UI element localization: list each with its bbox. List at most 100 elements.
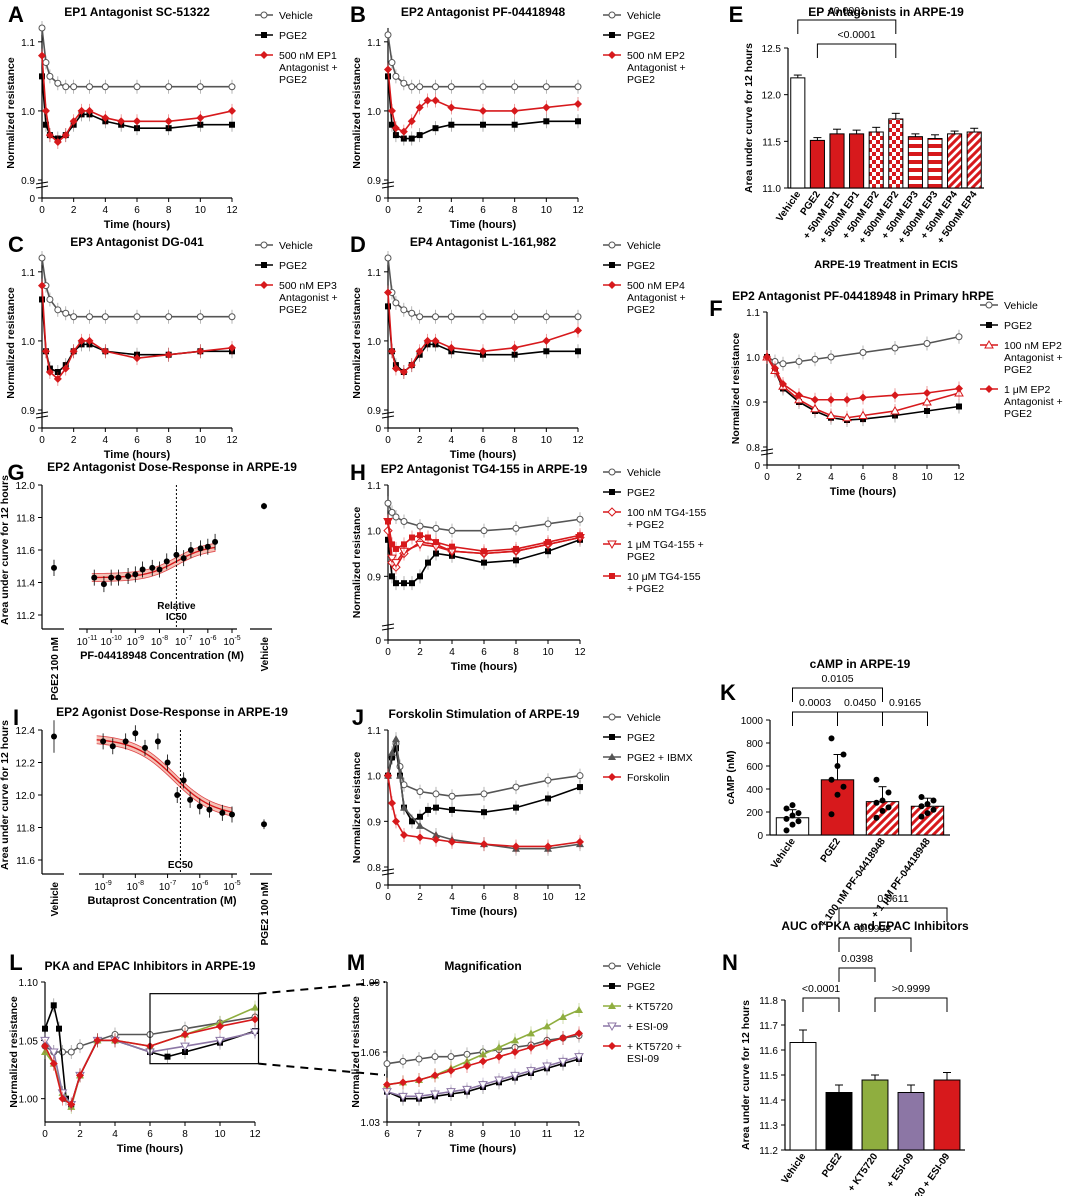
x-tick-label: 0 (385, 892, 391, 903)
data-point (100, 738, 107, 745)
marker (513, 804, 519, 811)
marker (608, 468, 616, 476)
legend-entry: 100 nM EP2 (1004, 340, 1062, 352)
marker (388, 508, 396, 516)
panel-letter-m: M (347, 950, 365, 975)
marker (86, 313, 93, 321)
data-point (795, 818, 802, 825)
series-line (41, 27, 232, 88)
x-tick-label: 6 (384, 1129, 390, 1140)
marker (392, 513, 400, 521)
marker (387, 106, 396, 115)
chart-title: EP2 Antagonist PF-04418948 in Primary hR… (732, 289, 994, 303)
marker (495, 1043, 503, 1051)
marker (415, 103, 424, 112)
marker (53, 374, 62, 383)
marker (385, 518, 391, 525)
marker (432, 790, 440, 798)
data-point (828, 811, 835, 818)
marker (607, 540, 617, 550)
marker (111, 1036, 119, 1045)
p-value: 0.0105 (821, 673, 853, 685)
x-axis-label: ARPE-19 Treatment in ECIS (814, 259, 958, 271)
legend-entry: Vehicle (279, 240, 313, 252)
marker (577, 784, 583, 791)
marker (400, 306, 408, 314)
p-value: 0.0003 (799, 697, 831, 709)
marker (408, 309, 416, 317)
data-point (924, 800, 931, 807)
axis-break (760, 448, 774, 452)
legend-entry: PGE2 (1004, 364, 1032, 376)
legend-entry: Antagonist + (279, 292, 338, 304)
y-axis-label: cAMP (nM) (725, 750, 737, 804)
data-point (873, 776, 880, 783)
y-tick-label: 0.9 (21, 406, 35, 417)
y-tick-label: 1.0 (21, 337, 35, 348)
connector-line (258, 981, 386, 995)
y-axis-label: Normalized resistance (351, 507, 363, 619)
data-point (91, 574, 98, 581)
legend-entry: 500 nM EP3 (279, 280, 337, 292)
marker (480, 790, 488, 798)
marker (70, 313, 78, 321)
x-axis-label: Time (hours) (451, 661, 518, 673)
x-tick-label: 10-8 (151, 635, 168, 648)
x-axis-label: Time (hours) (450, 1143, 517, 1155)
data-point (918, 794, 925, 801)
marker (811, 355, 819, 363)
axis-break (35, 185, 49, 189)
side-point (261, 503, 267, 510)
marker (447, 313, 455, 321)
bar (829, 133, 845, 189)
marker (479, 347, 487, 356)
y-tick-label: 11.2 (759, 1146, 778, 1157)
marker (196, 113, 205, 122)
marker (449, 806, 455, 813)
significance-bracket (837, 711, 883, 726)
category-label: + ESI-09 (885, 1151, 917, 1190)
legend-entry: PGE2 (279, 30, 307, 42)
x-tick-label: 12 (572, 435, 584, 446)
axis-break (381, 623, 395, 627)
x-tick-label: 10-6 (199, 635, 216, 648)
x-tick-label: 10-5 (223, 880, 240, 893)
marker (383, 1080, 391, 1089)
data-point (156, 566, 163, 573)
y-tick-label: 12.4 (16, 726, 36, 737)
marker (54, 306, 62, 314)
marker (399, 1057, 407, 1065)
marker (481, 559, 487, 566)
marker (384, 499, 392, 507)
series--kt5720-esi-09 (41, 1012, 259, 1112)
marker (101, 83, 109, 91)
marker (512, 783, 520, 791)
data-point (173, 551, 180, 558)
series-vehicle (38, 21, 236, 94)
marker (574, 1053, 584, 1062)
marker (423, 96, 432, 105)
data-point (196, 803, 203, 810)
marker (479, 1057, 487, 1066)
legend-entry: 10 μM TG4-155 (627, 571, 701, 583)
legend-entry: PGE2 (627, 30, 655, 42)
x-tick-label: 0 (764, 472, 770, 483)
significance-bracket (797, 19, 897, 34)
marker (955, 384, 963, 393)
x-tick-label: 8 (513, 647, 519, 658)
marker (228, 106, 236, 115)
x-tick-label: 7 (416, 1129, 422, 1140)
y-tick-label: 11.5 (759, 1071, 778, 1082)
data-point (115, 574, 122, 581)
marker (425, 559, 431, 566)
data-point (783, 827, 790, 834)
data-point (789, 812, 796, 819)
category-label: Vehicle (780, 1151, 809, 1186)
marker (392, 72, 400, 80)
series-vehicle (384, 27, 582, 94)
side-point (261, 821, 267, 828)
marker (543, 118, 550, 125)
marker (165, 83, 173, 91)
marker (101, 313, 109, 321)
marker (545, 795, 551, 802)
